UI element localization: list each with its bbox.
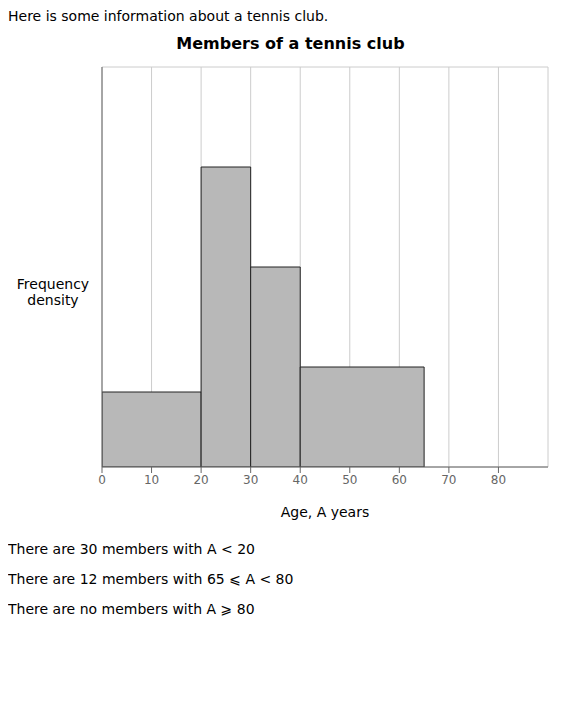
html-text:There are no members with A ⩾: There are no members with A ⩾ 80 <box>8 601 255 617</box>
html-text:Frequency: Frequency <box>16 276 90 292</box>
svg-text:20: 20 <box>193 473 208 487</box>
svg-text:10: 10 <box>144 473 159 487</box>
html-text:density: density <box>27 292 79 308</box>
svg-text:70: 70 <box>441 473 456 487</box>
svg-text:30: 30 <box>243 473 258 487</box>
svg-text:50: 50 <box>342 473 357 487</box>
html-text:Members of a tennis club: Members of a tennis club <box>176 34 405 53</box>
svg-text:0: 0 <box>98 473 106 487</box>
html-text:There are 12 members with 65 ⩽: There are 12 members with 65 ⩽ A < 80 <box>8 571 294 587</box>
html-text:Here is some information about: Here is some information about a tennis … <box>8 8 329 24</box>
svg-text:80: 80 <box>491 473 506 487</box>
svg-text:Age, A years: Age, A years <box>281 504 370 520</box>
svg-text:40: 40 <box>293 473 308 487</box>
svg-text:60: 60 <box>392 473 407 487</box>
html-text:There are 30 members with A <: There are 30 members with A < 20 <box>8 541 255 557</box>
